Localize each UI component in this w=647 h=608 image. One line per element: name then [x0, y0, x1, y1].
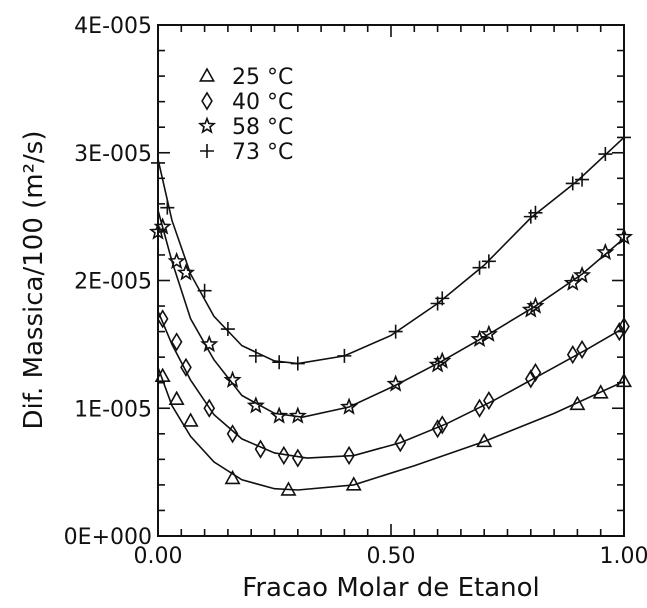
triangle-marker — [168, 390, 185, 406]
plus-marker — [481, 254, 496, 269]
plus-marker — [617, 130, 631, 145]
x-tick-label: 0.00 — [134, 544, 183, 569]
legend-item: 58 °C — [197, 115, 293, 140]
plot-frame — [157, 24, 625, 537]
diamond-marker — [201, 91, 213, 111]
series — [151, 130, 631, 371]
plus-marker — [528, 205, 543, 220]
star-marker — [339, 397, 359, 415]
plus-marker — [388, 324, 403, 339]
diamond-marker — [203, 398, 216, 418]
legend-label: 73 °C — [232, 140, 293, 165]
triangle-marker — [592, 384, 609, 399]
series — [156, 309, 630, 468]
diamond-marker — [180, 357, 192, 377]
diamond-marker — [473, 398, 486, 418]
diamond-marker — [170, 332, 183, 352]
triangle-marker — [569, 395, 586, 411]
star-marker — [270, 406, 289, 424]
x-axis-label: Fracao Molar de Etanol — [242, 573, 539, 603]
diamond-marker — [529, 362, 542, 383]
plus-marker — [248, 348, 263, 363]
triangle-marker — [182, 412, 199, 427]
legend-label: 25 °C — [232, 65, 293, 90]
y-tick-label: 0E+000 — [64, 525, 152, 550]
star-marker — [433, 351, 452, 369]
star-marker — [223, 370, 242, 388]
x-axis-ticks: 0.00 0.50 1.00 — [134, 25, 647, 569]
plus-marker — [575, 172, 590, 187]
diamond-marker — [343, 445, 355, 466]
y-tick-label: 3E-005 — [74, 142, 152, 167]
star-marker — [167, 251, 186, 270]
star-marker — [197, 116, 217, 134]
plus-marker — [472, 260, 487, 275]
plus-marker — [337, 348, 352, 363]
triangle-marker — [280, 481, 297, 496]
series-line — [157, 367, 625, 491]
diamond-marker — [566, 345, 579, 365]
y-tick-label: 4E-005 — [74, 14, 152, 39]
y-tick-label: 1E-005 — [74, 397, 152, 422]
x-tick-label: 1.00 — [600, 544, 647, 569]
legend-item: 25 °C — [198, 65, 293, 90]
diamond-marker — [576, 339, 588, 360]
star-marker — [176, 263, 196, 281]
star-marker — [386, 374, 405, 392]
plus-marker — [290, 356, 305, 371]
plus-marker — [197, 283, 212, 298]
series-line — [157, 136, 625, 365]
series — [148, 210, 634, 424]
diamond-marker — [291, 448, 304, 468]
diamond-marker — [277, 445, 290, 466]
star-marker — [200, 334, 219, 353]
legend: 25 °C40 °C58 °C73 °C — [197, 65, 293, 165]
diamond-marker — [156, 309, 169, 329]
plus-marker — [565, 176, 580, 191]
y-tick-label: 2E-005 — [74, 270, 152, 295]
star-marker — [526, 296, 545, 314]
legend-item: 73 °C — [200, 140, 293, 165]
diamond-marker — [254, 439, 267, 459]
star-marker — [596, 242, 615, 261]
plus-marker — [272, 355, 287, 370]
diamond-marker — [226, 424, 239, 444]
triangle-marker — [198, 67, 216, 82]
star-marker — [614, 227, 634, 245]
triangle-marker — [345, 476, 362, 491]
plus-marker — [200, 144, 214, 158]
diamond-marker — [524, 369, 537, 389]
diamond-marker — [618, 316, 630, 337]
y-axis-label: Dif. Massica/100 (m²/s) — [19, 131, 49, 430]
series-line — [157, 310, 625, 459]
plus-marker — [435, 291, 450, 306]
diamond-marker — [613, 322, 626, 342]
legend-label: 40 °C — [232, 90, 293, 115]
y-axis-ticks: 0E+000 1E-005 2E-005 3E-005 4E-005 — [64, 14, 624, 550]
legend-item: 40 °C — [201, 90, 293, 115]
triangle-marker — [476, 432, 493, 448]
plus-marker — [160, 200, 175, 215]
diamond-marker — [483, 390, 495, 411]
star-marker — [288, 406, 307, 424]
series-layer — [148, 130, 634, 496]
star-marker — [479, 324, 498, 342]
legend-label: 58 °C — [232, 115, 293, 140]
diamond-marker — [394, 433, 407, 453]
plus-marker — [598, 147, 613, 162]
diamond-marker — [436, 415, 449, 435]
series — [154, 367, 633, 496]
triangle-marker — [154, 367, 171, 383]
star-marker — [153, 217, 172, 235]
star-marker — [572, 265, 592, 284]
triangle-marker — [224, 469, 241, 485]
star-marker — [246, 396, 265, 414]
plus-marker — [220, 322, 235, 337]
diamond-marker — [431, 419, 444, 439]
triangle-marker — [615, 372, 633, 388]
plus-marker — [151, 155, 165, 170]
x-tick-label: 0.50 — [367, 544, 416, 569]
